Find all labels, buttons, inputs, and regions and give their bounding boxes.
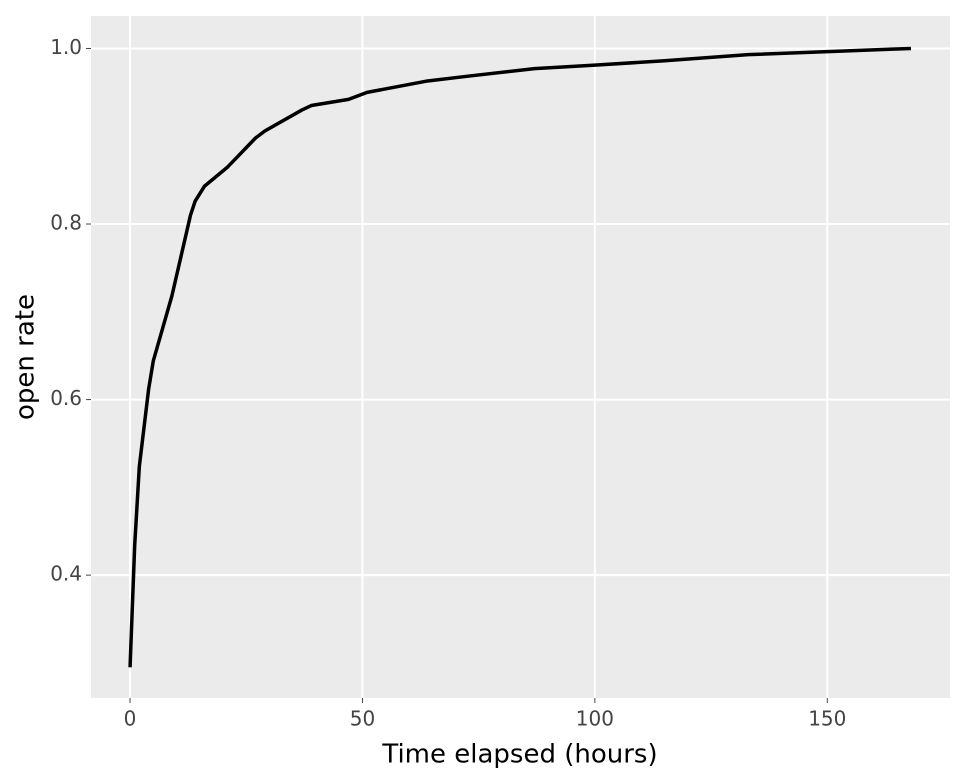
data-line bbox=[128, 46, 912, 668]
x-tick-label: 50 bbox=[350, 707, 375, 731]
y-axis-label: open rate bbox=[11, 294, 41, 420]
y-tick-label: 0.8 bbox=[50, 211, 82, 235]
y-tick-label: 0.4 bbox=[50, 562, 82, 586]
x-tick-label: 100 bbox=[576, 707, 614, 731]
y-tick-label: 0.6 bbox=[50, 386, 82, 410]
x-tick-label: 0 bbox=[124, 707, 137, 731]
x-axis-label: Time elapsed (hours) bbox=[381, 740, 657, 770]
y-tick-label: 1.0 bbox=[50, 35, 82, 59]
plot-panel bbox=[91, 16, 950, 698]
x-tick-label: 150 bbox=[808, 707, 846, 731]
